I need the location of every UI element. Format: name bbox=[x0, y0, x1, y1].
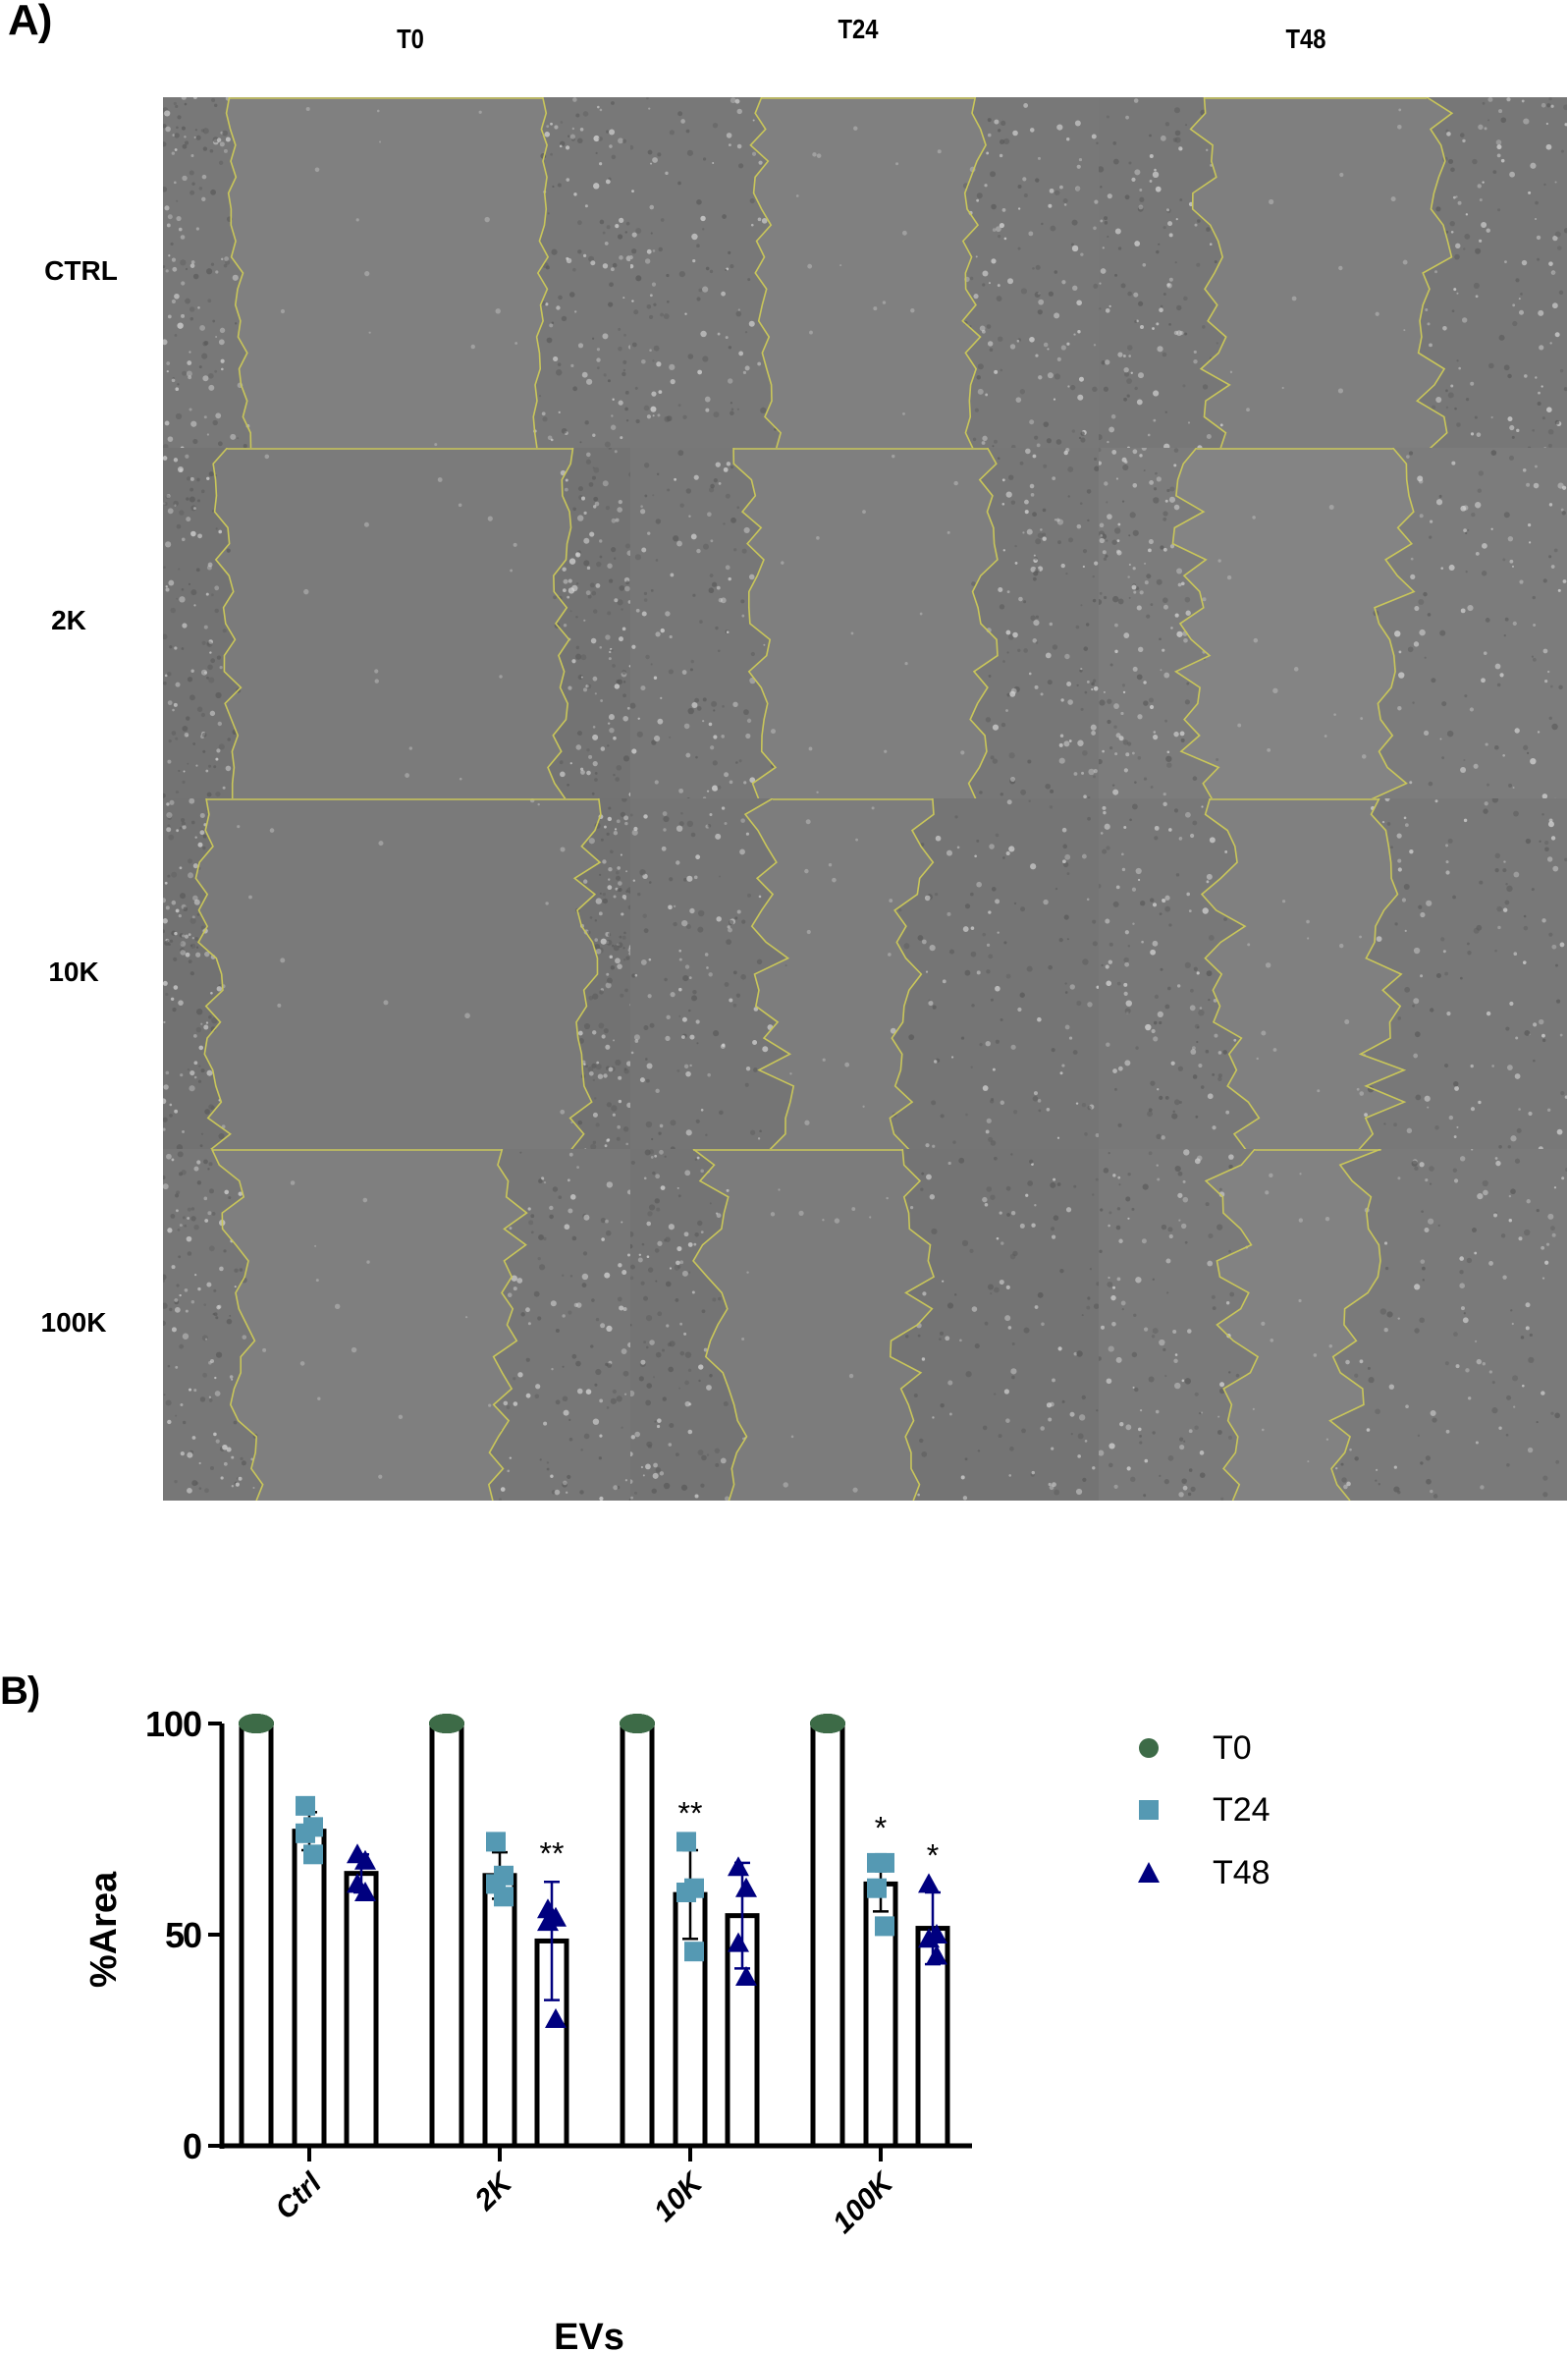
data-point-square bbox=[303, 1844, 323, 1865]
legend-label-t24: T24 bbox=[1213, 1790, 1271, 1829]
significance-marker: * bbox=[875, 1810, 887, 1845]
data-point-triangle bbox=[735, 1877, 757, 1897]
micrograph-100k-t24 bbox=[630, 1149, 1100, 1501]
bar-2k-t24 bbox=[482, 1873, 517, 2149]
column-header-t48: T48 bbox=[1285, 24, 1326, 54]
data-point-square bbox=[486, 1832, 506, 1852]
data-point-square bbox=[296, 1823, 315, 1843]
micrograph-100k-t48 bbox=[1098, 1149, 1567, 1501]
column-header-t24: T24 bbox=[838, 14, 879, 44]
data-point-square bbox=[867, 1878, 887, 1898]
micrograph-100k-t0 bbox=[163, 1149, 632, 1501]
panel-b-label: B) bbox=[0, 1669, 40, 1713]
data-point-triangle bbox=[728, 1932, 749, 1952]
x-tick-label-ctrl: Ctrl bbox=[269, 2166, 328, 2225]
data-point-square bbox=[676, 1883, 696, 1902]
micrograph-2k-t48 bbox=[1098, 448, 1567, 799]
data-point-triangle bbox=[926, 1944, 947, 1965]
y-tick-label: 100 bbox=[145, 1704, 202, 1744]
micrograph-10k-t0 bbox=[163, 798, 632, 1150]
legend-label-t0: T0 bbox=[1213, 1728, 1252, 1767]
bar-100k-t0 bbox=[810, 1721, 845, 2149]
data-point-circle bbox=[429, 1714, 464, 1733]
significance-marker: ** bbox=[540, 1835, 565, 1871]
bar-10k-t48 bbox=[725, 1913, 760, 2149]
row-header-2k: 2K bbox=[51, 605, 86, 635]
bar-2k-t0 bbox=[429, 1721, 464, 2149]
data-point-triangle bbox=[735, 1966, 757, 1986]
significance-marker: ** bbox=[678, 1795, 703, 1831]
circle-marker-icon bbox=[1139, 1738, 1159, 1758]
bar-ctrl-t48 bbox=[344, 1871, 379, 2149]
micrograph-ctrl-t0 bbox=[163, 97, 632, 449]
data-point-square bbox=[875, 1852, 894, 1873]
data-point-triangle bbox=[728, 1856, 749, 1877]
bar-ctrl-t0 bbox=[239, 1721, 274, 2149]
data-point-square bbox=[875, 1916, 894, 1937]
triangle-marker-icon bbox=[1138, 1862, 1160, 1883]
row-header-ctrl: CTRL bbox=[44, 255, 118, 286]
legend-label-t48: T48 bbox=[1213, 1853, 1271, 1891]
data-point-circle bbox=[810, 1714, 845, 1733]
data-point-triangle bbox=[537, 1911, 559, 1932]
micrograph-ctrl-t24 bbox=[630, 97, 1100, 449]
square-marker-icon bbox=[1139, 1800, 1159, 1820]
data-point-square bbox=[296, 1795, 315, 1816]
data-point-triangle bbox=[918, 1928, 940, 1948]
data-point-square bbox=[676, 1832, 696, 1852]
x-axis-label: EVs bbox=[554, 2317, 624, 2353]
row-header-100k: 100K bbox=[40, 1307, 107, 1338]
y-tick-label: 50 bbox=[165, 1915, 202, 1955]
data-point-square bbox=[494, 1887, 514, 1907]
data-point-circle bbox=[620, 1714, 655, 1733]
panel-a-label: A) bbox=[8, 0, 52, 44]
micrograph-grid bbox=[163, 97, 1567, 1501]
legend-item-t48: T48 bbox=[1129, 1853, 1271, 1892]
x-tick-label-100k: 100K bbox=[827, 2165, 901, 2240]
data-point-square bbox=[684, 1942, 704, 1962]
x-tick-label-2k: 2K bbox=[468, 2165, 520, 2217]
y-axis-label: %Area bbox=[83, 1871, 125, 1988]
data-point-triangle bbox=[354, 1882, 376, 1901]
bar-10k-t0 bbox=[620, 1721, 655, 2149]
micrograph-2k-t24 bbox=[630, 448, 1100, 799]
micrograph-10k-t48 bbox=[1098, 798, 1567, 1150]
legend-item-t0: T0 bbox=[1129, 1728, 1252, 1768]
row-header-10k: 10K bbox=[48, 957, 99, 987]
data-point-triangle bbox=[918, 1873, 940, 1893]
bar-ctrl-t24 bbox=[292, 1829, 327, 2149]
micrograph-10k-t24 bbox=[630, 798, 1100, 1150]
legend-item-t24: T24 bbox=[1129, 1790, 1271, 1830]
data-point-triangle bbox=[354, 1849, 376, 1870]
y-tick-label: 0 bbox=[183, 2126, 202, 2166]
data-point-circle bbox=[239, 1714, 274, 1733]
micrograph-2k-t0 bbox=[163, 448, 632, 799]
micrograph-ctrl-t48 bbox=[1098, 97, 1567, 449]
x-tick-label-10k: 10K bbox=[648, 2165, 711, 2228]
data-point-triangle bbox=[545, 2008, 567, 2028]
significance-marker: * bbox=[927, 1837, 939, 1873]
column-header-t0: T0 bbox=[397, 24, 424, 54]
